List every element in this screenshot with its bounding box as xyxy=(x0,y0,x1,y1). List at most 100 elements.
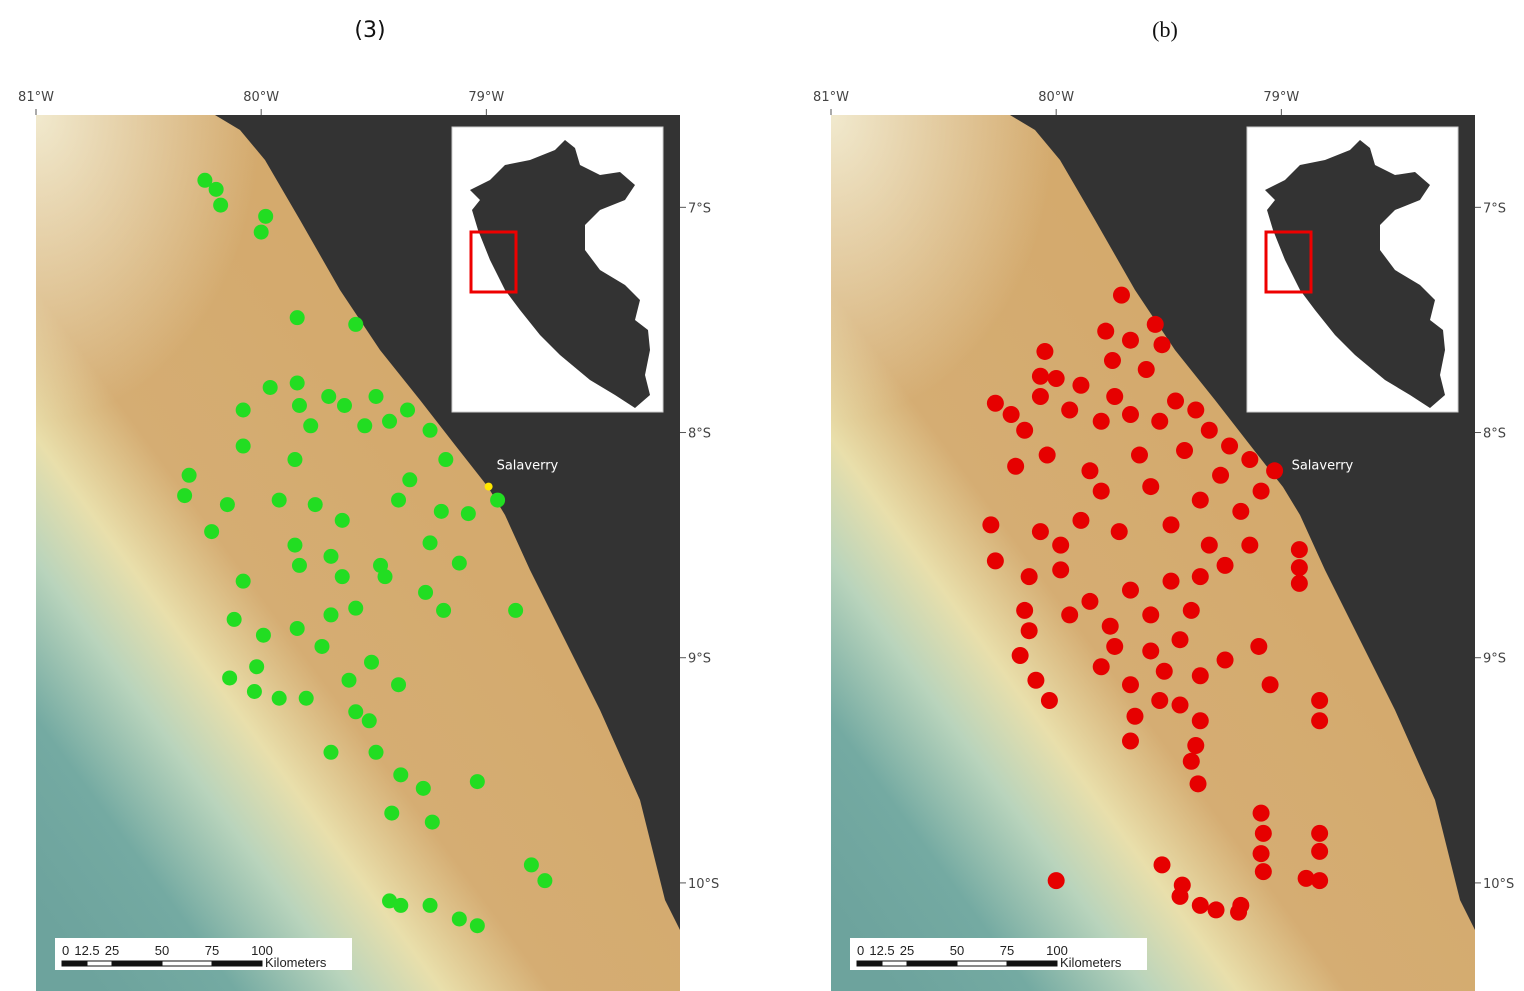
survey-point xyxy=(362,713,377,728)
survey-point xyxy=(290,310,305,325)
survey-point xyxy=(1151,413,1168,430)
survey-point xyxy=(1266,462,1283,479)
x-tick-label: 79°W xyxy=(468,90,504,105)
survey-point xyxy=(1291,541,1308,558)
place-marker xyxy=(485,483,493,491)
survey-point xyxy=(1102,618,1119,635)
survey-point xyxy=(1147,316,1164,333)
survey-point xyxy=(177,488,192,503)
survey-point xyxy=(1106,388,1123,405)
survey-point xyxy=(1255,825,1272,842)
survey-point xyxy=(1187,402,1204,419)
y-tick-label: 8°S xyxy=(688,427,711,442)
survey-point xyxy=(290,375,305,390)
survey-point xyxy=(524,857,539,872)
survey-point xyxy=(1253,845,1270,862)
survey-point xyxy=(1061,606,1078,623)
survey-point xyxy=(416,781,431,796)
survey-point xyxy=(982,516,999,533)
survey-point xyxy=(452,911,467,926)
survey-point xyxy=(400,403,415,418)
survey-point xyxy=(434,504,449,519)
survey-point xyxy=(1172,631,1189,648)
survey-point xyxy=(272,493,287,508)
survey-point xyxy=(323,549,338,564)
survey-point xyxy=(423,898,438,913)
survey-point xyxy=(1291,575,1308,592)
survey-point xyxy=(425,815,440,830)
scale-segment xyxy=(212,961,262,966)
survey-point xyxy=(378,569,393,584)
y-tick-label: 9°S xyxy=(1483,652,1506,667)
survey-point xyxy=(1151,692,1168,709)
scale-segment xyxy=(907,961,957,966)
survey-point xyxy=(1217,651,1234,668)
scale-tick-label: 75 xyxy=(1000,943,1014,958)
survey-point xyxy=(1172,888,1189,905)
survey-point xyxy=(1097,323,1114,340)
survey-point xyxy=(1311,692,1328,709)
survey-point xyxy=(1183,753,1200,770)
survey-point xyxy=(1036,343,1053,360)
survey-point xyxy=(1232,897,1249,914)
scale-tick-label: 0 xyxy=(857,943,864,958)
survey-point xyxy=(272,691,287,706)
survey-point xyxy=(1311,825,1328,842)
survey-point xyxy=(461,506,476,521)
survey-point xyxy=(222,670,237,685)
survey-point xyxy=(1142,606,1159,623)
survey-point xyxy=(1104,352,1121,369)
survey-point xyxy=(1007,458,1024,475)
survey-point xyxy=(1192,492,1209,509)
survey-point xyxy=(1311,872,1328,889)
survey-point xyxy=(1154,856,1171,873)
survey-point xyxy=(1142,478,1159,495)
survey-point xyxy=(1061,402,1078,419)
survey-point xyxy=(369,745,384,760)
survey-point xyxy=(292,558,307,573)
survey-point xyxy=(1122,676,1139,693)
scale-segment xyxy=(62,961,87,966)
survey-point xyxy=(987,395,1004,412)
survey-point xyxy=(1111,523,1128,540)
survey-point xyxy=(537,873,552,888)
survey-point xyxy=(287,452,302,467)
survey-point xyxy=(256,628,271,643)
survey-point xyxy=(1048,872,1065,889)
survey-point xyxy=(236,574,251,589)
place-label: Salaverry xyxy=(1292,459,1354,474)
survey-point xyxy=(1122,332,1139,349)
survey-point xyxy=(384,806,399,821)
scale-tick-label: 75 xyxy=(205,943,219,958)
survey-point xyxy=(1192,712,1209,729)
survey-point xyxy=(369,389,384,404)
survey-point xyxy=(1253,483,1270,500)
survey-point xyxy=(249,659,264,674)
survey-point xyxy=(348,601,363,616)
survey-point xyxy=(1221,438,1238,455)
survey-point xyxy=(1142,642,1159,659)
survey-point xyxy=(348,704,363,719)
survey-point xyxy=(247,684,262,699)
survey-point xyxy=(290,621,305,636)
survey-point xyxy=(1311,843,1328,860)
survey-point xyxy=(382,414,397,429)
survey-point xyxy=(236,439,251,454)
scale-unit: Kilometers xyxy=(265,955,327,970)
survey-point xyxy=(1093,413,1110,430)
survey-point xyxy=(341,673,356,688)
survey-point xyxy=(1003,406,1020,423)
survey-point xyxy=(1081,593,1098,610)
survey-point xyxy=(1190,775,1207,792)
survey-point xyxy=(1012,647,1029,664)
y-tick-label: 7°S xyxy=(688,201,711,216)
survey-point xyxy=(1250,638,1267,655)
panel-title: (3) xyxy=(354,18,385,43)
survey-point xyxy=(1122,582,1139,599)
survey-point xyxy=(335,513,350,528)
y-tick-label: 7°S xyxy=(1483,201,1506,216)
x-tick-label: 80°W xyxy=(1038,90,1074,105)
scale-tick-label: 0 xyxy=(62,943,69,958)
survey-point xyxy=(258,209,273,224)
survey-point xyxy=(1192,568,1209,585)
